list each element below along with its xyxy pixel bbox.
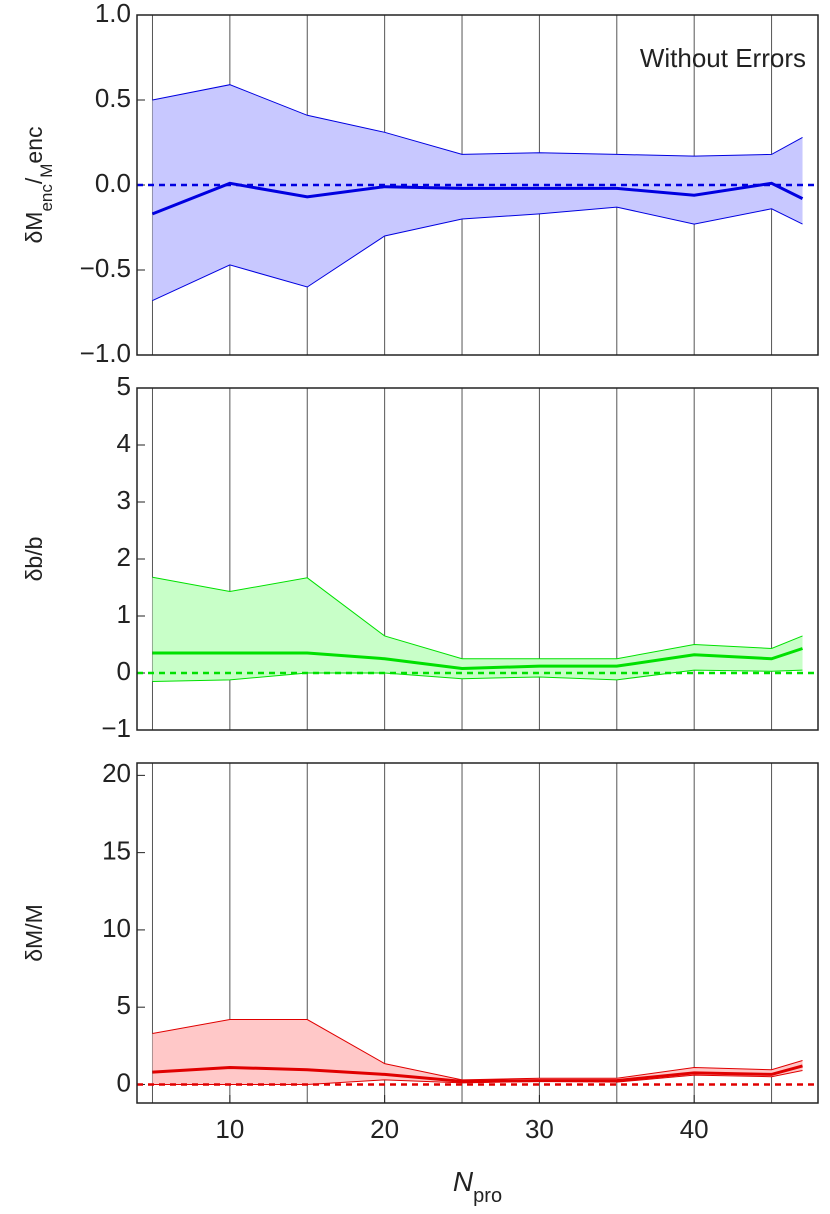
y-tick-label: 3 xyxy=(117,485,131,515)
y-tick-label: 0 xyxy=(117,1067,131,1097)
band-upper xyxy=(152,84,803,157)
median-line xyxy=(151,181,804,216)
median-line xyxy=(152,647,803,670)
y-axis-label: δM/M xyxy=(21,904,47,962)
y-tick-label: 5 xyxy=(117,990,131,1020)
y-label-sub: M xyxy=(37,164,56,178)
y-label-part: δb/b xyxy=(21,537,47,582)
annotation: Without Errors xyxy=(640,43,806,73)
x-label-part: N xyxy=(453,1166,474,1197)
y-tick-label: 5 xyxy=(117,371,131,401)
band-area xyxy=(152,1019,803,1085)
plot-frame xyxy=(136,387,819,731)
y-tick-label: −0.5 xyxy=(80,253,131,283)
band-upper xyxy=(152,576,803,660)
x-axis-label: Npro xyxy=(453,1166,502,1207)
band-lower xyxy=(152,669,803,683)
y-tick-label: −1.0 xyxy=(80,338,131,368)
y-label-part: enc xyxy=(21,126,47,163)
band-area xyxy=(152,84,803,301)
y-tick-label: 0.0 xyxy=(95,168,131,198)
y-axis-label: δMenc/Menc xyxy=(21,126,56,243)
plot xyxy=(137,576,818,683)
y-label-sub: enc xyxy=(37,184,56,212)
y-tick-label: 1.0 xyxy=(95,0,131,28)
plot-frame xyxy=(136,14,819,356)
plot-frame xyxy=(136,762,819,1104)
y-axis-label: δb/b xyxy=(21,537,47,582)
y-tick-label: 4 xyxy=(117,428,131,458)
plot xyxy=(137,1019,818,1086)
x-tick-label: 10 xyxy=(215,1114,244,1144)
y-label-part: δM xyxy=(21,212,47,244)
x-tick-label: 30 xyxy=(525,1114,554,1144)
median-line xyxy=(152,1064,803,1083)
y-tick-label: 20 xyxy=(102,758,131,788)
band-upper xyxy=(152,1019,803,1081)
y-tick-label: 0.5 xyxy=(95,83,131,113)
y-tick-label: 10 xyxy=(102,913,131,943)
y-tick-label: 2 xyxy=(117,542,131,572)
band-lower xyxy=(152,206,803,302)
x-tick-label: 20 xyxy=(370,1114,399,1144)
y-tick-label: 15 xyxy=(102,836,131,866)
x-tick-label: 40 xyxy=(680,1114,709,1144)
x-label-sub: pro xyxy=(473,1185,502,1207)
band-area xyxy=(152,577,803,682)
y-tick-label: 0 xyxy=(117,656,131,686)
plot xyxy=(137,84,818,302)
y-label-part: / xyxy=(21,177,47,184)
y-tick-label: −1 xyxy=(101,713,131,743)
y-tick-label: 1 xyxy=(117,599,131,629)
y-label-part: δM/M xyxy=(21,904,47,962)
